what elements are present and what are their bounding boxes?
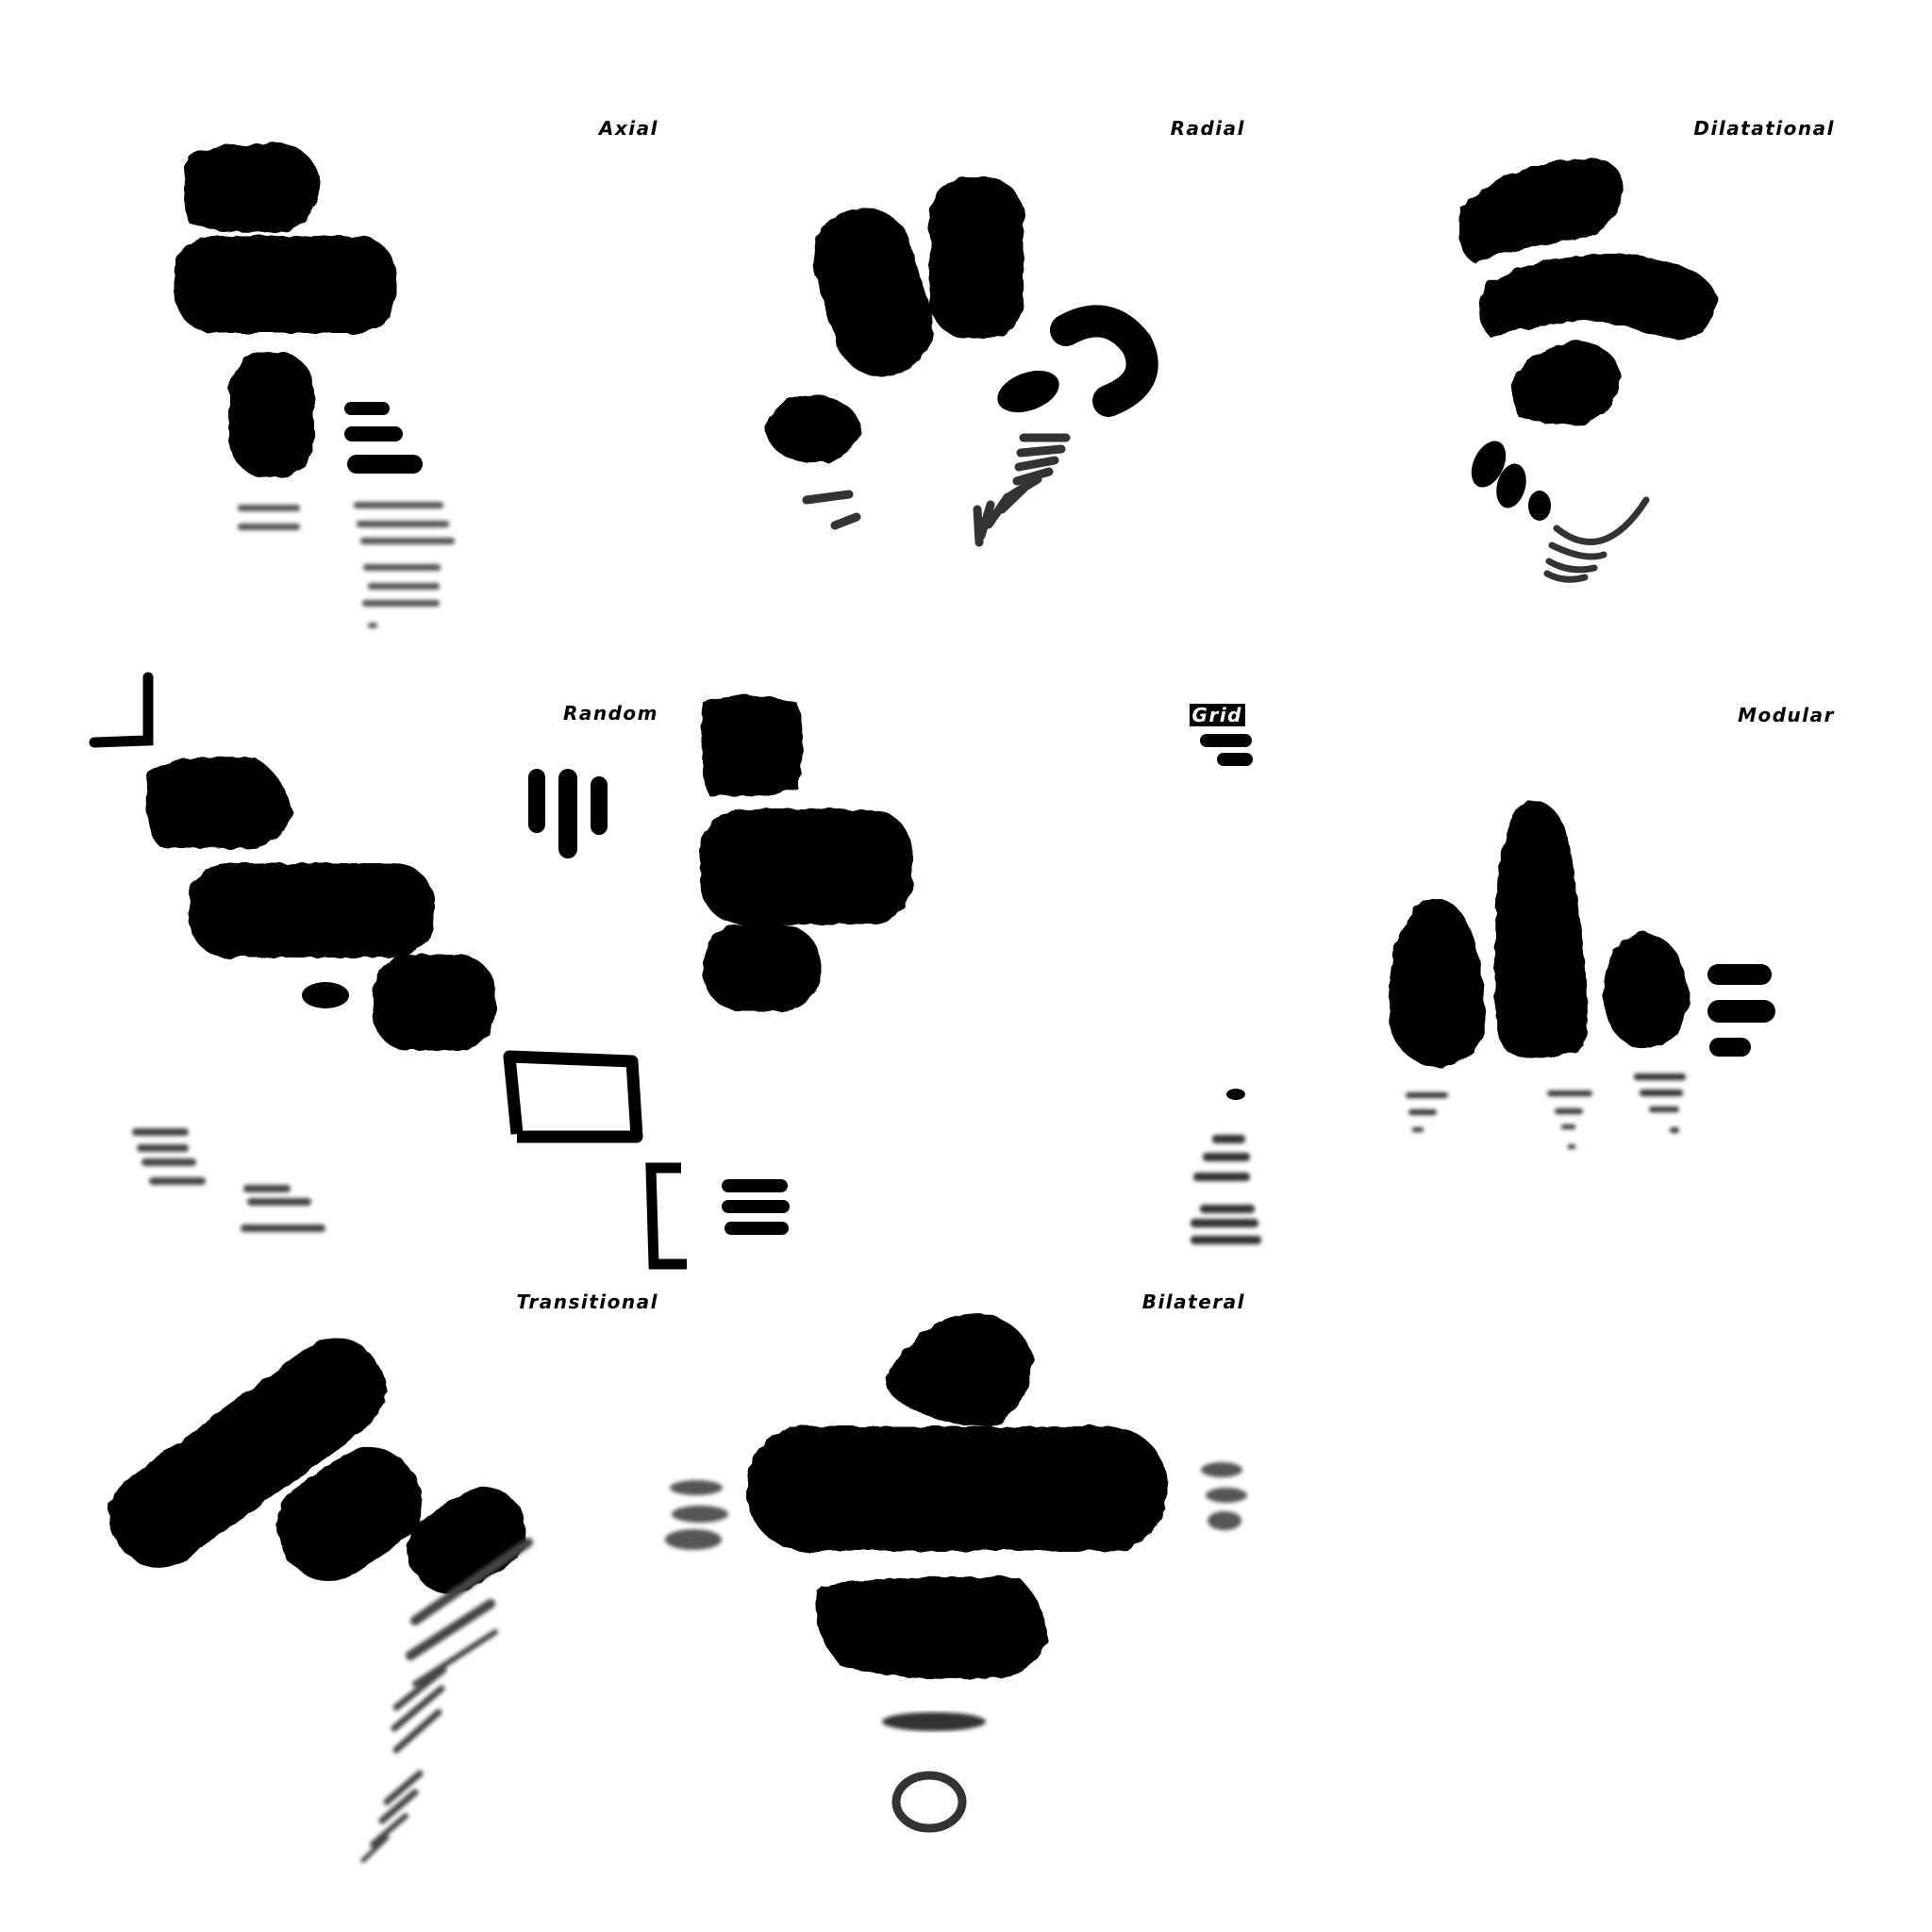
axial-dash xyxy=(344,402,390,415)
random-dash xyxy=(722,1200,790,1213)
modular-dash xyxy=(1707,1000,1775,1023)
random-faint-strokes xyxy=(132,1128,325,1232)
bilateral-panel xyxy=(665,1313,1247,1833)
dilatational-panel xyxy=(1458,158,1717,583)
dilatational-label: Dilatational xyxy=(1693,117,1835,140)
axial-top-blob xyxy=(183,142,321,233)
grid-wide-slab xyxy=(700,809,912,924)
grid-panel xyxy=(700,695,1261,1244)
random-bar xyxy=(528,769,545,833)
transitional-panel xyxy=(108,1338,533,1863)
axial-label: Axial xyxy=(598,117,658,140)
modular-dash xyxy=(1709,1038,1751,1057)
radial-leaning-blob xyxy=(813,208,933,377)
random-bar xyxy=(558,769,577,858)
dilatational-mid-arc xyxy=(1479,254,1717,341)
random-blob-1 xyxy=(146,757,292,849)
dilatational-low-blob xyxy=(1511,341,1621,425)
transitional-faint-strokes xyxy=(360,1538,533,1863)
random-dash xyxy=(724,1222,789,1235)
dilatational-pebble xyxy=(1471,441,1507,488)
radial-left-blob xyxy=(766,395,860,463)
bilateral-faint-side-marks xyxy=(665,1462,1247,1550)
dilatational-faint-arcs xyxy=(1543,496,1650,583)
modular-faint-strokes xyxy=(1406,1074,1686,1149)
transitional-label: Transitional xyxy=(516,1291,658,1313)
bilateral-wide-slab xyxy=(747,1426,1167,1551)
grid-top-blob xyxy=(700,695,804,797)
random-corner-mark xyxy=(89,672,154,748)
random-slab xyxy=(189,863,434,958)
random-blob-2 xyxy=(373,955,495,1051)
radial-fan-strokes xyxy=(802,433,1071,547)
random-bracket xyxy=(645,1162,687,1270)
bilateral-low-blob xyxy=(815,1576,1047,1679)
grid-dash xyxy=(1217,753,1253,766)
modular-right-dome xyxy=(1604,932,1689,1049)
axial-dash xyxy=(344,426,403,441)
grid-label: Grid xyxy=(1189,704,1245,726)
bilateral-label: Bilateral xyxy=(1141,1291,1245,1313)
grid-dash xyxy=(1200,734,1252,747)
bilateral-ring xyxy=(891,1771,967,1833)
axial-dash xyxy=(347,455,423,474)
random-small-pebble xyxy=(302,982,349,1008)
dilatational-pebble xyxy=(1496,463,1526,508)
random-open-rect xyxy=(503,1050,643,1143)
radial-small-blob xyxy=(997,370,1059,413)
grid-dot xyxy=(1226,1089,1245,1100)
grid-faint-strokes xyxy=(1191,1135,1261,1244)
modular-label: Modular xyxy=(1738,704,1835,726)
random-panel xyxy=(89,672,790,1270)
bilateral-smudge xyxy=(882,1712,986,1731)
random-dash xyxy=(722,1179,788,1192)
transitional-long-slab xyxy=(108,1338,388,1568)
axial-faint-strokes xyxy=(238,502,455,628)
transitional-mid-blob xyxy=(275,1447,423,1581)
modular-panel xyxy=(1389,800,1775,1149)
dilatational-pebble xyxy=(1528,491,1551,521)
axial-panel xyxy=(175,142,455,628)
dilatational-top-arc xyxy=(1458,158,1624,264)
random-label: Random xyxy=(562,702,658,724)
grid-low-blob xyxy=(703,924,821,1011)
radial-upright-blob xyxy=(929,177,1024,338)
modular-dash xyxy=(1707,964,1772,985)
radial-panel xyxy=(766,177,1158,547)
axial-wide-slab xyxy=(175,236,396,333)
random-bar xyxy=(591,776,608,835)
modular-left-dome xyxy=(1389,898,1486,1068)
modular-tall-dome xyxy=(1494,800,1588,1058)
axial-vertical-blob xyxy=(229,351,314,478)
bilateral-top-blob xyxy=(886,1313,1033,1426)
radial-label: Radial xyxy=(1170,117,1245,140)
radial-hook xyxy=(1050,305,1158,417)
